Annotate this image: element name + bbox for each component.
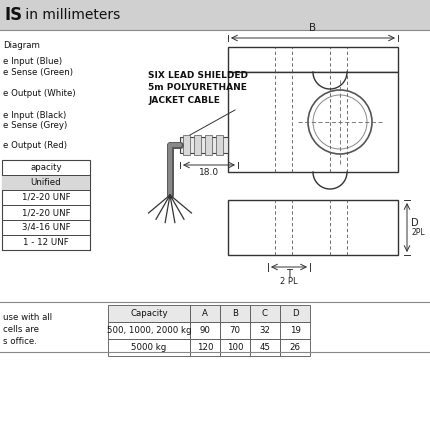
Bar	[280, 322, 310, 339]
Text: Diagram: Diagram	[3, 40, 40, 49]
Bar	[220, 339, 250, 356]
Bar	[220, 322, 250, 339]
Text: 18.0: 18.0	[199, 168, 219, 177]
Text: 1/2-20 UNF: 1/2-20 UNF	[22, 208, 71, 217]
Text: A: A	[202, 309, 208, 318]
Text: 100: 100	[227, 343, 243, 352]
Bar	[190, 339, 220, 356]
Text: T: T	[286, 269, 292, 279]
Text: 5000 kg: 5000 kg	[132, 343, 167, 352]
Bar	[228, 200, 398, 255]
Text: B: B	[232, 309, 238, 318]
Bar	[108, 305, 190, 322]
Text: s office.: s office.	[3, 338, 37, 347]
Text: cells are: cells are	[3, 326, 39, 335]
Bar	[220, 305, 250, 322]
Circle shape	[313, 95, 367, 149]
Bar	[2, 160, 90, 250]
Text: e Input (Blue): e Input (Blue)	[3, 58, 62, 67]
Bar	[250, 322, 280, 339]
Bar	[190, 305, 220, 322]
Text: use with all: use with all	[3, 313, 52, 322]
Text: e Output (White): e Output (White)	[3, 89, 76, 98]
Bar	[216, 135, 223, 155]
Text: 500, 1000, 2000 kg: 500, 1000, 2000 kg	[107, 326, 191, 335]
Bar	[190, 322, 220, 339]
Text: e Input (Black): e Input (Black)	[3, 111, 66, 120]
Text: 2PL: 2PL	[411, 228, 424, 237]
Text: 70: 70	[230, 326, 240, 335]
Bar	[180, 137, 228, 153]
Text: 45: 45	[259, 343, 270, 352]
Bar	[250, 339, 280, 356]
Text: Unified: Unified	[31, 178, 61, 187]
Text: e Sense (Green): e Sense (Green)	[3, 68, 73, 77]
Text: in millimeters: in millimeters	[21, 8, 120, 22]
Text: B: B	[310, 23, 316, 33]
Text: apacity: apacity	[30, 163, 62, 172]
Text: 32: 32	[259, 326, 270, 335]
Text: 120: 120	[197, 343, 213, 352]
Bar	[280, 339, 310, 356]
Text: C: C	[262, 309, 268, 318]
Text: e Output (Red): e Output (Red)	[3, 141, 67, 150]
Text: 90: 90	[200, 326, 210, 335]
Bar	[228, 72, 398, 172]
Bar	[205, 135, 212, 155]
Text: 19: 19	[289, 326, 301, 335]
Bar	[2, 175, 90, 190]
Bar	[250, 305, 280, 322]
Text: 1/2-20 UNF: 1/2-20 UNF	[22, 193, 71, 202]
Text: 3/4-16 UNF: 3/4-16 UNF	[22, 223, 71, 232]
Text: D: D	[292, 309, 298, 318]
Text: 26: 26	[289, 343, 301, 352]
Text: e Sense (Grey): e Sense (Grey)	[3, 122, 67, 130]
Text: 2 PL: 2 PL	[280, 277, 298, 286]
Bar	[108, 322, 190, 339]
Text: D: D	[411, 218, 419, 228]
Text: SIX LEAD SHIELDED
5m POLYURETHANE
JACKET CABLE: SIX LEAD SHIELDED 5m POLYURETHANE JACKET…	[148, 71, 248, 105]
Text: Capacity: Capacity	[130, 309, 168, 318]
Bar	[228, 47, 398, 72]
Bar	[108, 339, 190, 356]
Text: IS: IS	[4, 6, 22, 24]
Text: 1 - 12 UNF: 1 - 12 UNF	[23, 238, 69, 247]
Bar	[194, 135, 201, 155]
Bar	[183, 135, 190, 155]
Circle shape	[308, 90, 372, 154]
Bar	[0, 0, 430, 30]
Bar	[280, 305, 310, 322]
